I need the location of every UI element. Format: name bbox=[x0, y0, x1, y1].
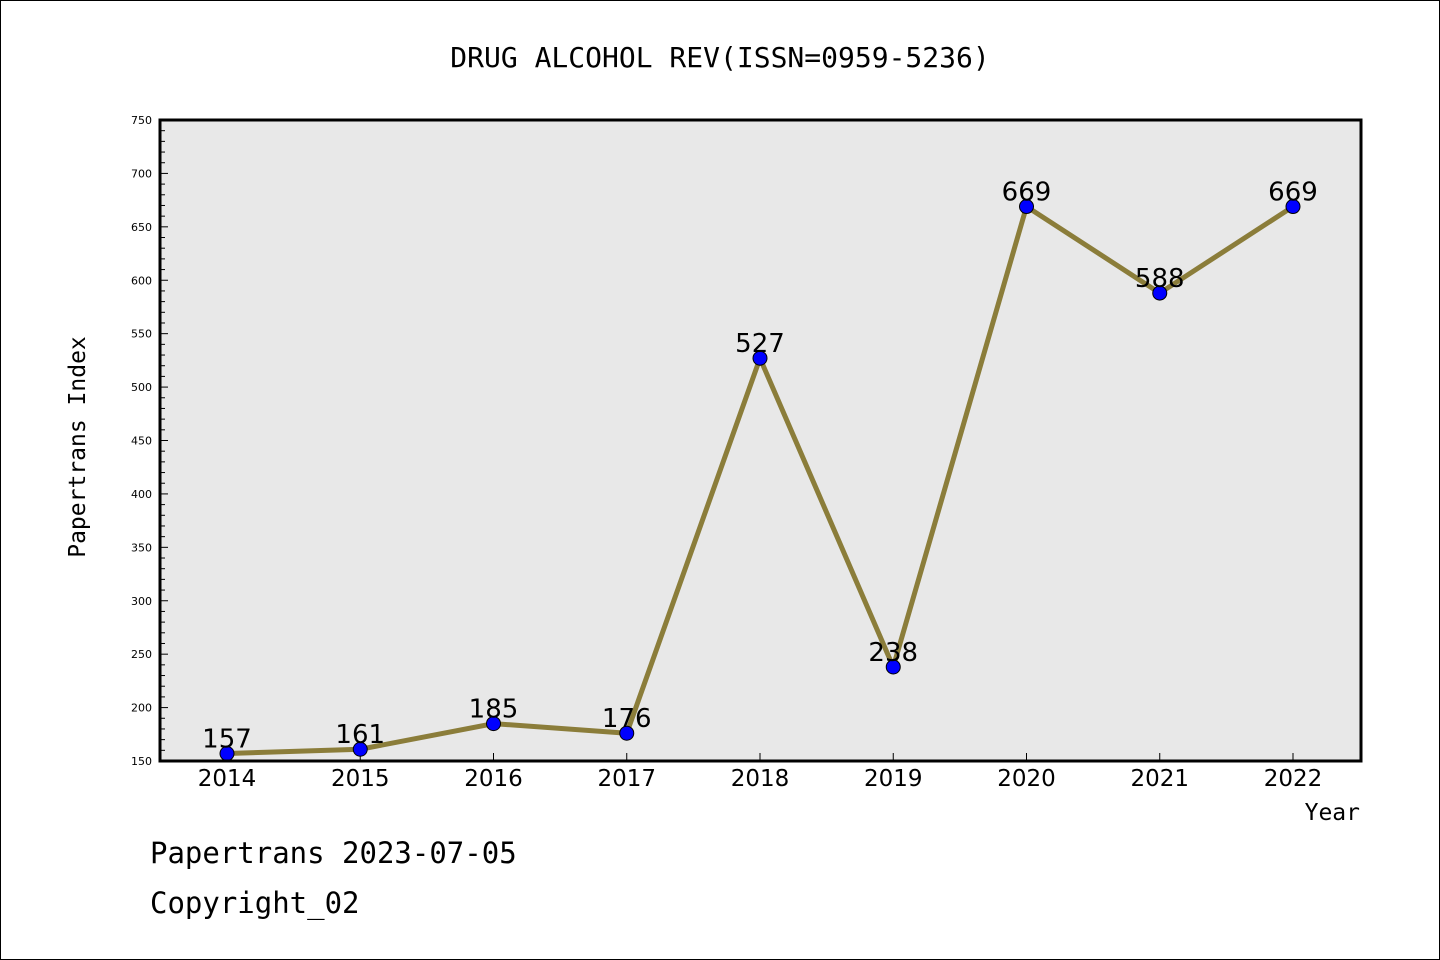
data-label: 185 bbox=[469, 695, 519, 725]
y-tick-label: 750 bbox=[131, 114, 152, 127]
data-labels: 157 161 185 176 527 238 669 588 669 bbox=[202, 178, 1318, 755]
footer-date: Papertrans 2023-07-05 bbox=[150, 836, 517, 870]
x-tick-label: 2016 bbox=[464, 766, 523, 792]
x-axis-title: Year bbox=[1305, 800, 1360, 826]
x-tick-label: 2021 bbox=[1130, 766, 1189, 792]
y-axis-title: Papertrans Index bbox=[65, 336, 91, 558]
chart-title: DRUG ALCOHOL REV(ISSN=0959-5236) bbox=[450, 41, 989, 74]
data-point bbox=[352, 741, 368, 757]
y-tick-label: 600 bbox=[131, 274, 152, 287]
data-point bbox=[486, 716, 501, 732]
x-tick-label: 2020 bbox=[997, 766, 1056, 792]
x-tick-label: 2014 bbox=[198, 766, 257, 792]
data-point bbox=[1285, 199, 1301, 215]
data-point bbox=[1152, 285, 1168, 301]
data-label: 176 bbox=[602, 704, 652, 734]
data-label: 588 bbox=[1135, 264, 1185, 294]
y-tick-label: 650 bbox=[131, 221, 152, 234]
series-markers bbox=[219, 199, 1301, 762]
data-label: 161 bbox=[335, 720, 385, 750]
y-tick-label: 550 bbox=[131, 328, 152, 341]
y-tick-label: 450 bbox=[131, 435, 152, 448]
x-tick-label: 2022 bbox=[1264, 766, 1323, 792]
y-tick-label: 300 bbox=[131, 595, 152, 608]
data-label: 238 bbox=[868, 638, 918, 668]
plot-area bbox=[160, 120, 1361, 761]
data-point bbox=[619, 725, 635, 741]
x-tick-label: 2019 bbox=[864, 766, 923, 792]
data-label: 527 bbox=[735, 329, 785, 359]
y-tick-label: 150 bbox=[131, 755, 152, 768]
y-tick-label: 400 bbox=[131, 488, 152, 501]
plot-border bbox=[158, 118, 1363, 763]
y-tick-label: 500 bbox=[131, 381, 152, 394]
x-axis: 2014 2015 2016 2017 2018 2019 2020 2021 2022 bbox=[198, 753, 1323, 792]
y-tick-label: 350 bbox=[131, 541, 152, 554]
x-tick-label: 2017 bbox=[597, 766, 656, 792]
x-tick-label: 2018 bbox=[731, 766, 790, 792]
data-label: 669 bbox=[1268, 178, 1318, 208]
data-point bbox=[752, 350, 768, 366]
data-point bbox=[1019, 199, 1034, 215]
x-tick-label: 2015 bbox=[331, 766, 390, 792]
footer-copyright: Copyright_02 bbox=[150, 886, 360, 920]
data-label: 157 bbox=[202, 725, 252, 755]
y-tick-label: 250 bbox=[131, 648, 152, 661]
data-label: 669 bbox=[1002, 178, 1052, 208]
y-tick-label: 700 bbox=[131, 167, 152, 180]
data-point bbox=[885, 659, 901, 675]
y-tick-label: 200 bbox=[131, 702, 152, 715]
